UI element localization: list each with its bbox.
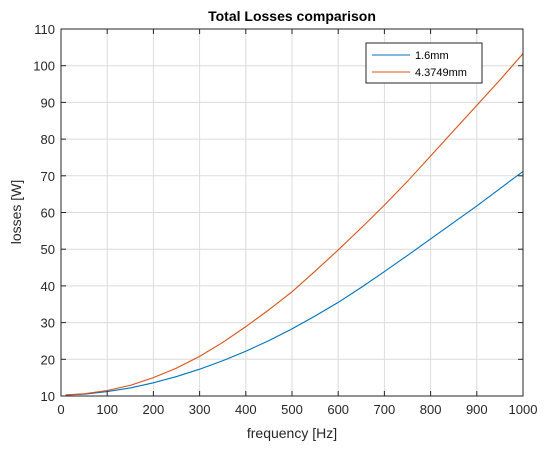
y-tick-label: 60	[41, 206, 55, 221]
y-tick-label: 10	[41, 389, 55, 404]
series-line-1	[65, 170, 524, 396]
y-tick-label: 70	[41, 169, 55, 184]
y-tick-label: 50	[41, 242, 55, 257]
x-tick-label: 100	[96, 402, 118, 417]
x-tick-label: 200	[143, 402, 165, 417]
legend-label-2: 4.3749mm	[415, 67, 467, 79]
x-tick-label: 500	[281, 402, 303, 417]
x-tick-label: 400	[235, 402, 257, 417]
legend-label-1: 1.6mm	[415, 50, 449, 62]
y-axis-label: losses [W]	[8, 180, 24, 245]
y-tick-label: 80	[41, 132, 55, 147]
series-lines	[65, 53, 524, 396]
x-tick-label: 1000	[509, 402, 538, 417]
x-tick-label: 700	[374, 402, 396, 417]
legend-box	[365, 42, 483, 84]
axis-ticks: 0 100 200 300 400 500 600 700 800 900 1000 10 20 30 40…	[33, 22, 537, 417]
y-tick-label: 30	[41, 316, 55, 331]
chart-title: Total Losses comparison	[208, 8, 376, 24]
y-tick-label: 40	[41, 279, 55, 294]
x-tick-label: 300	[189, 402, 211, 417]
y-tick-label: 20	[41, 352, 55, 367]
x-tick-label: 900	[466, 402, 488, 417]
x-axis-label: frequency [Hz]	[247, 425, 337, 441]
x-tick-label: 800	[420, 402, 442, 417]
y-tick-label: 100	[33, 59, 55, 74]
series-line-2	[65, 53, 524, 396]
legend: 1.6mm 4.3749mm	[365, 42, 483, 84]
x-tick-label: 0	[57, 402, 64, 417]
y-tick-label: 90	[41, 95, 55, 110]
x-tick-label: 600	[327, 402, 349, 417]
y-tick-label: 110	[34, 22, 55, 37]
